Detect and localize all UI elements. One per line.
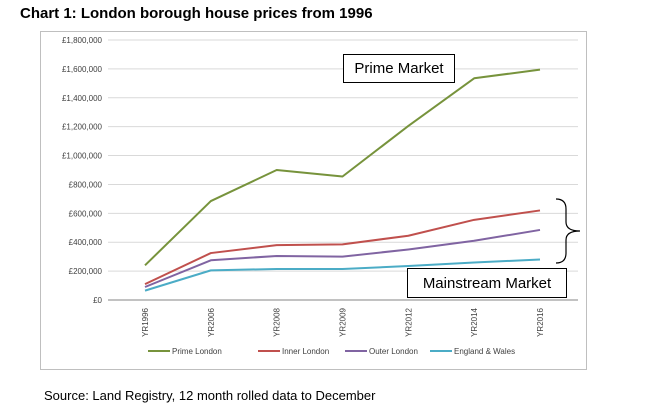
prime-market-label: Prime Market [343, 54, 455, 83]
y-tick-label: £800,000 [69, 180, 103, 189]
x-axis-tick-labels: YR1996 YR2006 YR2008 YR2009 YR2012 YR2014 YR20… [141, 307, 545, 336]
series-lines [144, 68, 541, 292]
x-tick-label: YR2009 [339, 307, 348, 336]
series-line-prime-london [144, 68, 541, 267]
x-tick-label: YR2008 [273, 307, 282, 336]
series-line-england-wales [144, 258, 541, 292]
x-tick-label: YR2006 [207, 307, 216, 336]
y-tick-label: £1,600,000 [62, 65, 103, 74]
chart-title: Chart 1: London borough house prices fro… [20, 5, 373, 22]
legend-label: Inner London [282, 347, 329, 356]
y-tick-label: £1,000,000 [62, 152, 103, 161]
x-tick-label: YR2012 [404, 307, 413, 336]
y-tick-label: £200,000 [69, 267, 103, 276]
chart-frame [40, 31, 587, 370]
legend-label: Outer London [369, 347, 418, 356]
legend-label: Prime London [172, 347, 222, 356]
gridlines [108, 39, 578, 301]
y-tick-label: £1,800,000 [62, 36, 103, 45]
x-tick-label: YR2016 [536, 307, 545, 336]
y-tick-label: £400,000 [69, 238, 103, 247]
y-axis-tick-labels: £0 £200,000 £400,000 £600,000 £800,000 £1,000… [62, 36, 103, 305]
y-tick-label: £600,000 [69, 209, 103, 218]
mainstream-market-label: Mainstream Market [407, 268, 567, 298]
mainstream-bracket [555, 198, 581, 264]
y-tick-label: £0 [93, 296, 102, 305]
y-tick-label: £1,400,000 [62, 94, 103, 103]
x-tick-label: YR2014 [470, 307, 479, 336]
source-note: Source: Land Registry, 12 month rolled d… [44, 388, 376, 403]
x-tick-label: YR1996 [141, 307, 150, 336]
curly-bracket [555, 198, 581, 264]
legend-label: England & Wales [454, 347, 515, 356]
series-line-inner-london [144, 209, 541, 286]
series-line-outer-london [144, 228, 541, 288]
legend: Prime London Inner London Outer London Engl… [148, 347, 515, 356]
y-tick-label: £1,200,000 [62, 123, 103, 132]
